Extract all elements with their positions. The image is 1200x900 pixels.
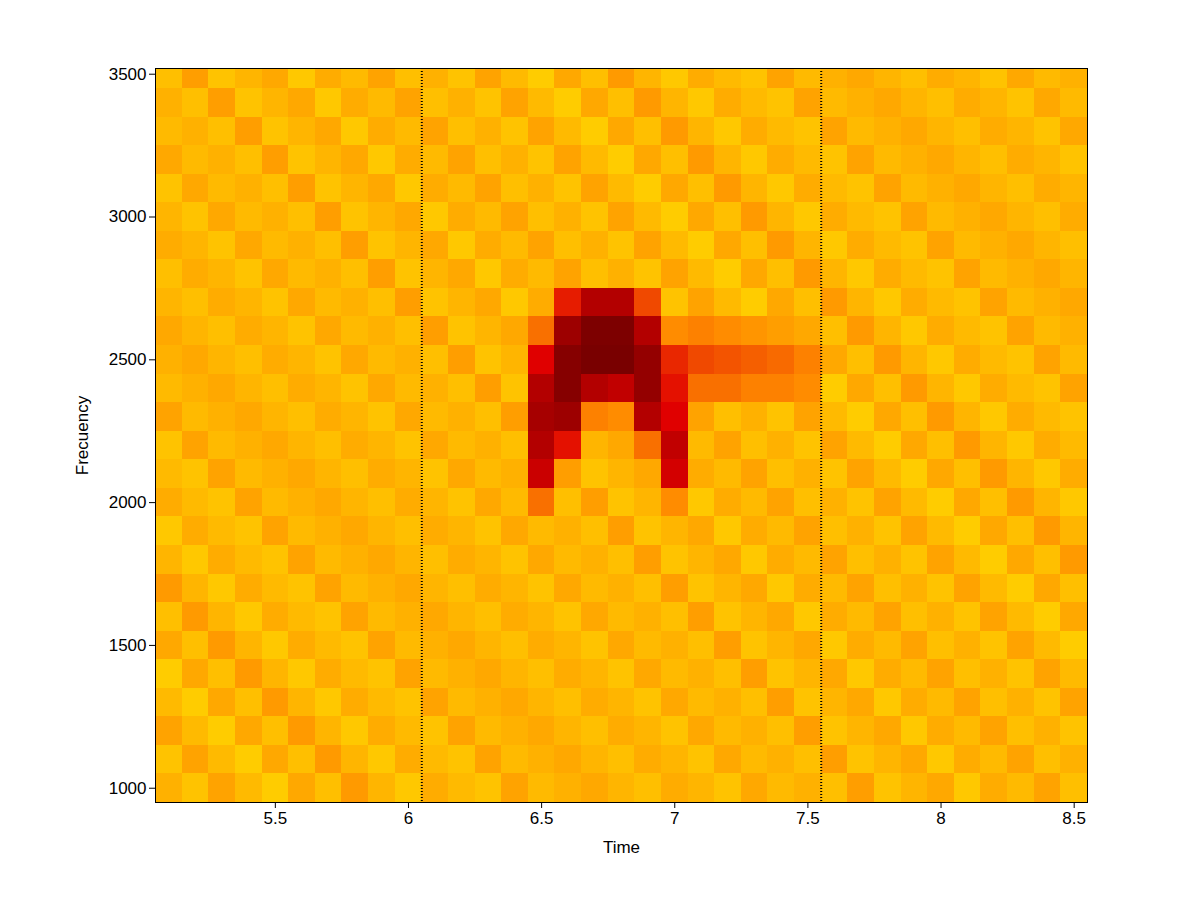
svg-text:2500: 2500 <box>109 350 147 369</box>
svg-text:7: 7 <box>670 809 679 828</box>
svg-text:Frecuency: Frecuency <box>73 395 92 475</box>
svg-text:3000: 3000 <box>109 207 147 226</box>
svg-text:1500: 1500 <box>109 636 147 655</box>
svg-text:2000: 2000 <box>109 493 147 512</box>
svg-text:7.5: 7.5 <box>796 809 820 828</box>
svg-text:8.5: 8.5 <box>1062 809 1086 828</box>
svg-text:Time: Time <box>603 838 640 857</box>
svg-text:6: 6 <box>404 809 413 828</box>
svg-text:3500: 3500 <box>109 65 147 84</box>
svg-text:6.5: 6.5 <box>530 809 554 828</box>
svg-text:5.5: 5.5 <box>264 809 288 828</box>
svg-text:8: 8 <box>936 809 945 828</box>
svg-text:1000: 1000 <box>109 779 147 798</box>
